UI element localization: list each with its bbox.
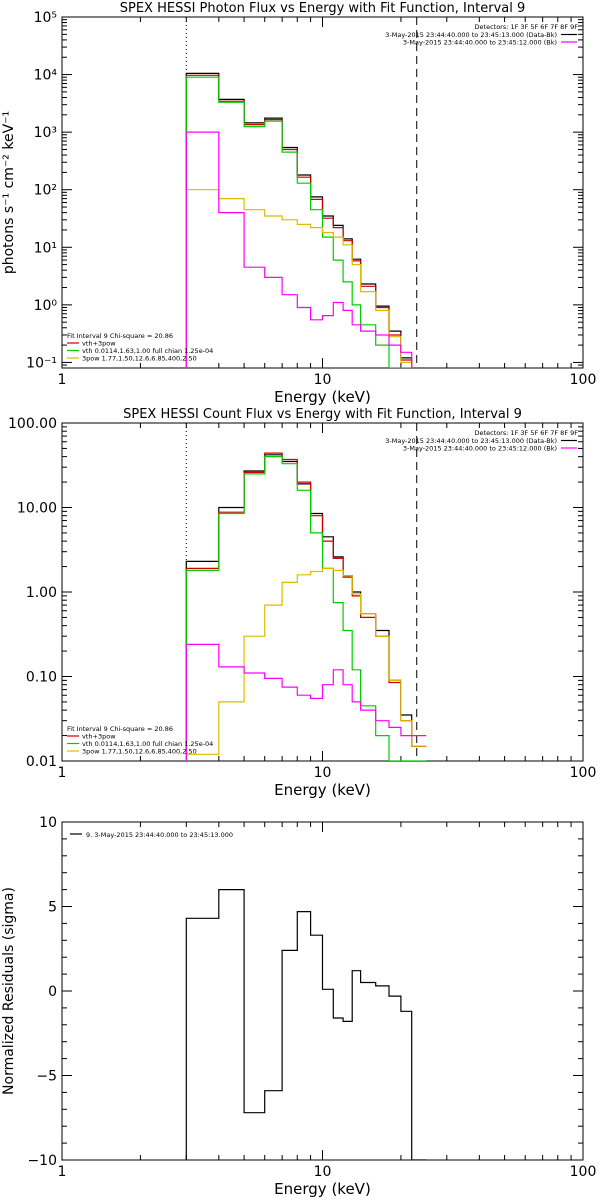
y-tick-label: 10⁰ xyxy=(34,298,58,314)
chart-panel-1: 1 10 100 10⁻¹ 10⁰ 10¹ 10² 10³ 10⁴ 10⁵ SPEX HESSI P… xyxy=(1,1,596,406)
legend-entry-label: vth 0.0114,1.63,1.00 full chian 1.25e-04 xyxy=(82,740,213,748)
x-axis-label: Energy (keV) xyxy=(274,781,371,799)
x-axis-label: Energy (keV) xyxy=(274,388,371,406)
x-axis-label: Energy (keV) xyxy=(274,1180,371,1198)
y-tick-label: −5 xyxy=(36,1069,57,1085)
legend-entry-label: 3pow 1.77,1.50,12.6,6.85,400,2.50 xyxy=(82,355,197,363)
y-tick-label: 0.01 xyxy=(26,754,57,770)
y-tick-label: 5 xyxy=(48,900,57,916)
series-line xyxy=(185,76,427,368)
y-tick-label: 10 xyxy=(39,815,57,831)
series-line xyxy=(185,567,427,761)
legend-entry-label: vth+3pow xyxy=(82,733,116,741)
legend-entry-label: 3-May-2015 23:44:40.000 to 23:45:13.000 … xyxy=(385,437,557,445)
y-tick-label: 10.00 xyxy=(17,501,57,517)
y-tick-label: 10⁴ xyxy=(34,68,58,84)
legend-entry-label: 3-May-2015 23:44:40.000 to 23:45:13.000 … xyxy=(385,31,557,39)
data-series-group xyxy=(185,889,427,1160)
legend-entry-label: vth 0.0114,1.63,1.00 full chian 1.25e-04 xyxy=(82,347,213,355)
y-tick-label: 10⁻¹ xyxy=(26,355,57,371)
chart-panel-2: 1 10 100 0.01 0.10 1.00 10.00 100.00 SPEX HESSI … xyxy=(8,407,596,799)
x-tick-label: 10 xyxy=(314,1164,332,1180)
y-tick-label: −10 xyxy=(27,1153,57,1169)
series-line xyxy=(185,74,427,368)
series-line xyxy=(185,454,427,761)
y-tick-label: 10³ xyxy=(34,125,57,141)
chart-title: SPEX HESSI Photon Flux vs Energy with Fi… xyxy=(120,1,526,16)
series-line xyxy=(185,643,427,761)
plot-frame xyxy=(61,821,584,1161)
data-series-group xyxy=(185,452,427,761)
series-line xyxy=(185,452,427,761)
y-tick-label: 100.00 xyxy=(8,416,57,432)
y-axis-label: Normalized Residuals (sigma) xyxy=(1,887,17,1095)
chart-title: SPEX HESSI Count Flux vs Energy with Fit… xyxy=(123,407,522,422)
legend-header: Fit Interval 9 Chi-square = 20.86 xyxy=(67,332,173,340)
series-line xyxy=(185,189,427,368)
y-axis-label: photons s⁻¹ cm⁻² keV⁻¹ xyxy=(1,111,17,274)
series-line xyxy=(185,456,427,761)
series-line xyxy=(185,72,427,368)
legend-entry-label: 3-May-2015 23:44:40.000 to 23:45:12.000 … xyxy=(403,445,557,453)
y-tick-label: 0.10 xyxy=(26,670,57,686)
y-tick-label: 1.00 xyxy=(26,585,57,601)
legend-entry-label: vth+3pow xyxy=(82,340,116,348)
legend-entry-label: 9. 3-May-2015 23:44:40.000 to 23:45:13.0… xyxy=(86,831,233,839)
legend-entry-label: 3pow 1.77,1.50,12.6,6.85,400,2.50 xyxy=(82,748,197,756)
x-tick-label: 1 xyxy=(58,372,67,388)
plot-frame xyxy=(61,422,584,762)
y-tick-label: 10² xyxy=(34,183,57,199)
legend-header: Detectors: 1F 3F 5F 6F 7F 8F 9F xyxy=(475,23,579,31)
legend-header: Fit Interval 9 Chi-square = 20.86 xyxy=(67,725,173,733)
data-series-group xyxy=(185,72,427,368)
x-tick-label: 10 xyxy=(314,372,332,388)
x-tick-label: 10 xyxy=(314,765,332,781)
x-tick-label: 1 xyxy=(58,1164,67,1180)
y-tick-label: 0 xyxy=(48,984,57,1000)
x-tick-label: 100 xyxy=(570,372,597,388)
series-line xyxy=(185,889,427,1160)
y-tick-label: 10⁵ xyxy=(34,10,57,26)
x-tick-label: 1 xyxy=(58,765,67,781)
series-line xyxy=(185,131,427,368)
x-tick-label: 100 xyxy=(570,765,597,781)
y-tick-label: 10¹ xyxy=(34,240,57,256)
legend-entry-label: 3-May-2015 23:44:40.000 to 23:45:12.000 … xyxy=(403,39,557,47)
legend-header: Detectors: 1F 3F 5F 6F 7F 8F 9F xyxy=(475,429,579,437)
x-tick-label: 100 xyxy=(570,1164,597,1180)
